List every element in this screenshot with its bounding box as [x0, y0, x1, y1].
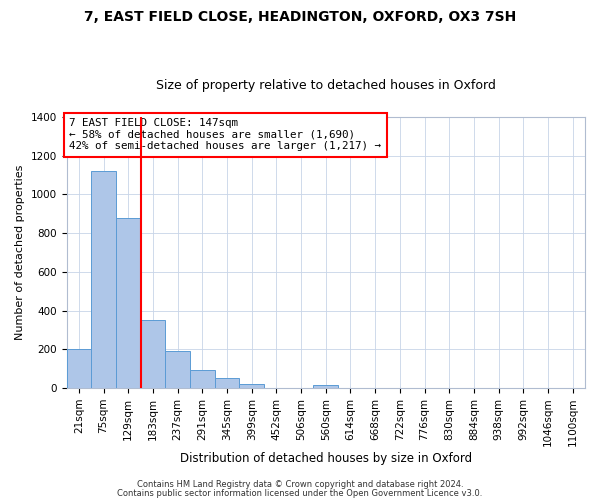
Bar: [215, 378, 239, 388]
Bar: [67, 350, 91, 388]
Text: Contains public sector information licensed under the Open Government Licence v3: Contains public sector information licen…: [118, 489, 482, 498]
Bar: [91, 171, 116, 388]
Bar: [239, 384, 264, 388]
Text: Contains HM Land Registry data © Crown copyright and database right 2024.: Contains HM Land Registry data © Crown c…: [137, 480, 463, 489]
Title: Size of property relative to detached houses in Oxford: Size of property relative to detached ho…: [156, 79, 496, 92]
Text: 7 EAST FIELD CLOSE: 147sqm
← 58% of detached houses are smaller (1,690)
42% of s: 7 EAST FIELD CLOSE: 147sqm ← 58% of deta…: [69, 118, 381, 152]
Bar: [116, 218, 140, 388]
X-axis label: Distribution of detached houses by size in Oxford: Distribution of detached houses by size …: [180, 452, 472, 465]
Y-axis label: Number of detached properties: Number of detached properties: [15, 165, 25, 340]
Text: 7, EAST FIELD CLOSE, HEADINGTON, OXFORD, OX3 7SH: 7, EAST FIELD CLOSE, HEADINGTON, OXFORD,…: [84, 10, 516, 24]
Bar: [313, 385, 338, 388]
Bar: [190, 370, 215, 388]
Bar: [165, 352, 190, 388]
Bar: [140, 320, 165, 388]
